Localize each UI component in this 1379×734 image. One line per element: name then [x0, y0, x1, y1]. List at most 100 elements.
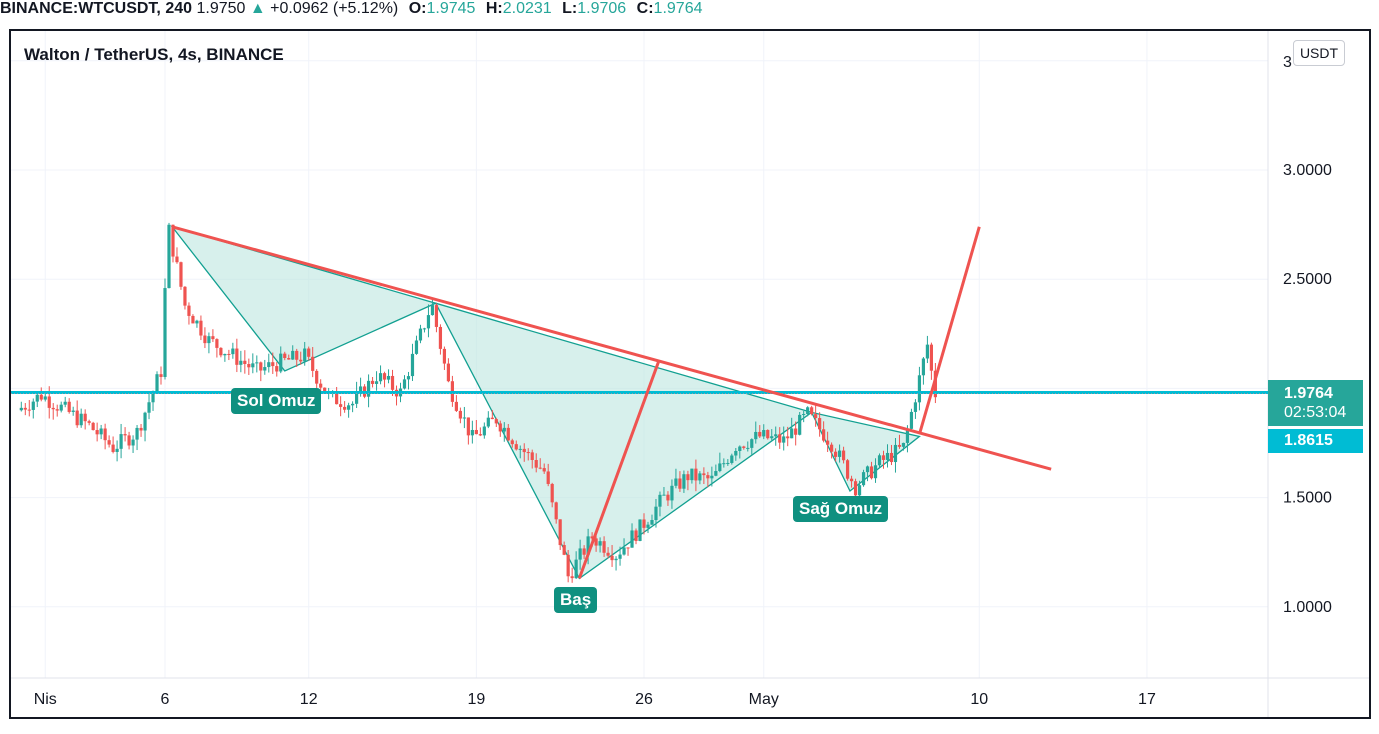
- candle-body: [199, 320, 203, 336]
- candle-body: [690, 468, 694, 481]
- candle-body: [466, 417, 470, 436]
- drawing-lines[interactable]: [11, 225, 1268, 579]
- price-axis[interactable]: 3.0000 2.5000 1.5000 1.0000 3: [1283, 54, 1332, 616]
- high-label: H:: [485, 0, 503, 17]
- candle-body: [434, 305, 439, 327]
- low-value: 1.9706: [577, 0, 627, 17]
- currency-badge[interactable]: USDT: [1293, 40, 1345, 66]
- candle-body: [79, 413, 83, 426]
- neckline-price-value: 1.8615: [1284, 432, 1333, 449]
- change-arrow-icon: ▲: [249, 0, 266, 17]
- candle-body: [845, 460, 850, 479]
- candle-body: [311, 356, 315, 371]
- candle-body: [634, 530, 638, 541]
- candle-body: [390, 375, 395, 390]
- time-axis[interactable]: Nis 6 12 19 26 May 10 17: [34, 691, 1156, 708]
- candle-body: [522, 448, 526, 453]
- candle-body: [358, 386, 363, 393]
- candle-body: [127, 435, 131, 446]
- price-tick-label: 3: [1283, 54, 1292, 71]
- high-value: 2.0231: [502, 0, 552, 17]
- time-tick-label: 12: [300, 691, 318, 708]
- candle-body: [339, 404, 343, 407]
- candle-body: [482, 426, 486, 436]
- right-shoulder-area: [810, 411, 921, 493]
- candle-body: [710, 475, 714, 479]
- time-tick-label: 26: [635, 691, 653, 708]
- candle-body: [514, 444, 518, 450]
- candle-body: [570, 576, 574, 579]
- candle-body: [183, 286, 187, 306]
- candle-body: [343, 406, 347, 410]
- candle-body: [458, 410, 462, 419]
- candle-body: [370, 380, 375, 384]
- descending-trendline: [171, 225, 1052, 471]
- candle-body: [27, 409, 31, 411]
- candle-body: [355, 392, 359, 404]
- candle-body: [546, 471, 550, 484]
- candle-body: [171, 224, 175, 257]
- price-tick-label: 3.0000: [1283, 162, 1332, 179]
- candle-body: [790, 428, 794, 439]
- candle-body: [259, 362, 263, 371]
- candle-body: [299, 359, 303, 362]
- candle-body: [654, 506, 658, 521]
- candle-body: [762, 430, 766, 437]
- candle-body: [674, 478, 678, 486]
- candle-body: [742, 446, 746, 448]
- symbol-label[interactable]: BINANCE:WTCUSDT, 240: [0, 0, 193, 17]
- candle-body: [706, 475, 710, 479]
- candle-body: [929, 344, 933, 371]
- candle-body: [806, 407, 810, 414]
- candle-body: [853, 481, 858, 496]
- candle-body: [857, 485, 862, 496]
- candle-body: [802, 413, 806, 415]
- candle-body: [139, 427, 143, 431]
- candle-body: [610, 555, 614, 561]
- candle-body: [211, 336, 215, 340]
- open-label: O:: [408, 0, 427, 17]
- candle-body: [223, 353, 227, 356]
- candle-body: [494, 419, 498, 424]
- candle-body: [119, 434, 123, 449]
- candle-body: [147, 402, 151, 413]
- candle-body: [814, 414, 818, 419]
- candle-body: [782, 436, 786, 443]
- candle-body: [283, 353, 287, 359]
- candle-body: [837, 450, 842, 457]
- close-value: 1.9764: [653, 0, 703, 17]
- candle-body: [638, 519, 642, 541]
- candle-body: [195, 320, 199, 324]
- candle-body: [630, 530, 634, 548]
- candle-body: [642, 519, 646, 528]
- candle-body: [23, 407, 27, 410]
- candle-body: [91, 422, 95, 431]
- candle-body: [267, 362, 271, 368]
- candle-body: [694, 468, 698, 481]
- candle-body: [889, 452, 894, 463]
- candle-body: [430, 305, 435, 316]
- candle-body: [402, 379, 407, 389]
- candle-body: [67, 401, 71, 412]
- candle-body: [670, 485, 674, 501]
- candle-body: [734, 450, 738, 456]
- candle-body: [818, 418, 822, 430]
- candle-body: [191, 315, 195, 324]
- candle-body: [247, 364, 251, 368]
- candle-body: [335, 391, 339, 405]
- symbol-header: BINANCE:WTCUSDT, 240 1.9750 ▲ +0.0962 (+…: [0, 0, 702, 22]
- candle-body: [530, 452, 534, 460]
- candle-body: [187, 305, 191, 316]
- time-tick-label: Nis: [34, 691, 57, 708]
- candle-body: [909, 411, 914, 429]
- candle-body: [554, 502, 558, 520]
- candle-body: [75, 410, 79, 426]
- candle-body: [414, 340, 419, 354]
- candle-body: [111, 444, 115, 452]
- candle-countdown: 02:53:04: [1284, 404, 1347, 421]
- candle-body: [374, 381, 379, 384]
- candle-body: [163, 288, 167, 377]
- candle-body: [55, 409, 59, 411]
- candle-body: [291, 350, 295, 360]
